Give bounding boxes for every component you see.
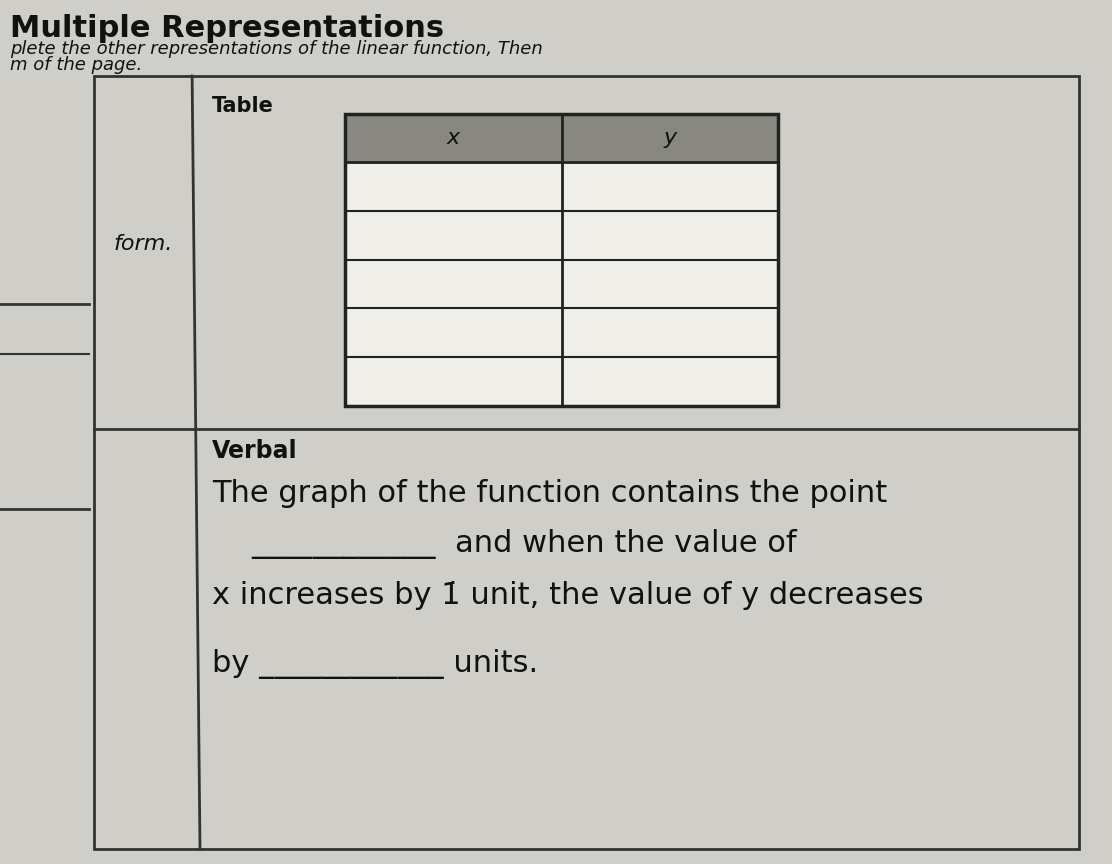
Text: Table: Table: [211, 96, 274, 116]
Text: ____________  and when the value of: ____________ and when the value of: [251, 529, 797, 559]
Text: form.: form.: [113, 234, 172, 254]
Text: Verbal: Verbal: [211, 439, 297, 463]
Text: The graph of the function contains the point: The graph of the function contains the p…: [211, 479, 887, 508]
Bar: [93, 76, 1079, 849]
Text: x: x: [447, 128, 459, 148]
Text: Multiple Representations: Multiple Representations: [10, 14, 444, 43]
Text: y: y: [664, 128, 676, 148]
Text: plete the other representations of the linear function, Then: plete the other representations of the l…: [10, 40, 543, 58]
Text: x increases by 1̇ unit, the value of y decreases: x increases by 1̇ unit, the value of y d…: [211, 581, 923, 610]
Text: by ____________ units.: by ____________ units.: [211, 649, 538, 679]
Text: m of the page.: m of the page.: [10, 56, 142, 74]
Bar: [345, 114, 778, 162]
Bar: [345, 114, 778, 406]
Bar: [345, 162, 778, 406]
